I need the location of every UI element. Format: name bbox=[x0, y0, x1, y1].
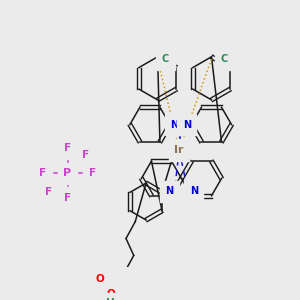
Text: N: N bbox=[165, 186, 173, 196]
Text: F: F bbox=[64, 143, 71, 153]
Text: Ir: Ir bbox=[174, 145, 184, 155]
Text: N: N bbox=[170, 119, 178, 130]
Text: F: F bbox=[88, 168, 96, 178]
Text: N: N bbox=[190, 186, 198, 196]
Text: C: C bbox=[220, 54, 227, 64]
Text: F: F bbox=[46, 187, 52, 196]
Text: O: O bbox=[95, 274, 104, 284]
Text: P: P bbox=[63, 168, 72, 178]
Text: F: F bbox=[82, 150, 90, 160]
Text: O: O bbox=[106, 289, 115, 299]
Text: C: C bbox=[162, 54, 169, 64]
Text: F: F bbox=[64, 193, 71, 203]
Text: N: N bbox=[183, 119, 191, 130]
Text: H: H bbox=[106, 298, 115, 300]
Text: F: F bbox=[39, 168, 46, 178]
